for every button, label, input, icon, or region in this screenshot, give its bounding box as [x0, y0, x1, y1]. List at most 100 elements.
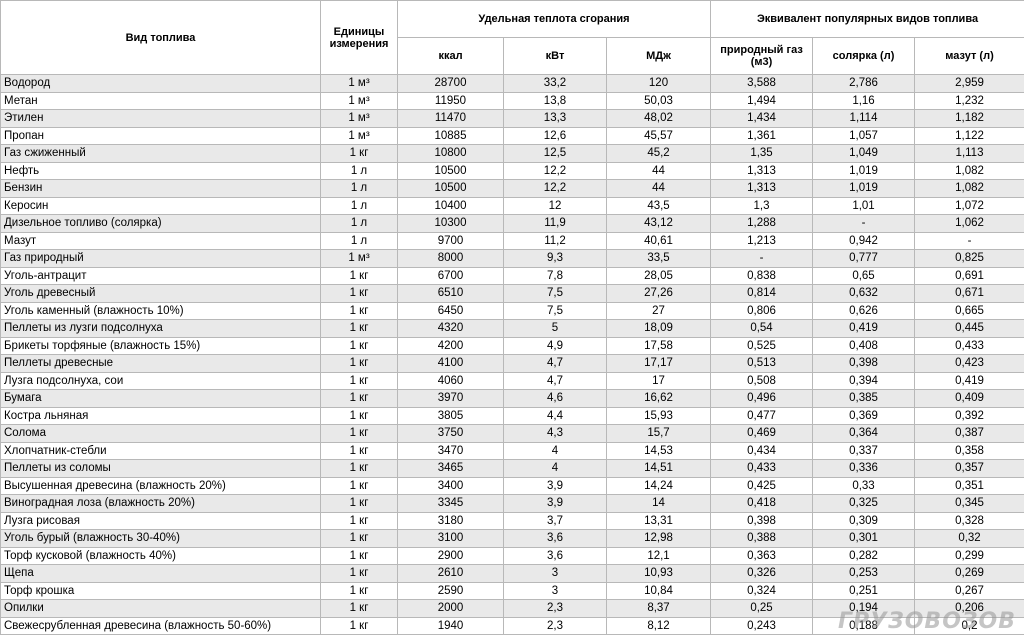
cell: 1 л [320, 161, 398, 180]
cell: 0,25 [710, 599, 814, 618]
cell: Высушенная древесина (влажность 20%) [0, 476, 321, 495]
cell: 4,4 [503, 406, 607, 425]
cell: Бензин [0, 179, 321, 198]
cell: 0,33 [812, 476, 916, 495]
cell: 27 [605, 301, 712, 320]
header-cell: ккал [397, 37, 504, 75]
cell: Торф крошка [0, 581, 321, 600]
table-row: Лузга рисовая 1 кг 3180 3,7 13,31 0,398 0,309 0… [0, 511, 1024, 530]
table-row: Торф крошка 1 кг 2590 3 10,84 0,324 0,251 0,267 [0, 581, 1024, 600]
cell: 12,2 [503, 161, 607, 180]
table-row: Уголь бурый (влажность 30-40%) 1 кг 3100 3,… [0, 529, 1024, 548]
cell: 0,398 [812, 354, 916, 373]
cell: 1 кг [320, 441, 398, 460]
table-row: Уголь древесный 1 кг 6510 7,5 27,26 0,814 0,63… [0, 284, 1024, 303]
cell: 3,7 [503, 511, 607, 530]
cell: - [710, 249, 814, 268]
cell: 0,423 [914, 354, 1024, 373]
cell: 0,253 [812, 564, 916, 583]
table-row: Опилки 1 кг 2000 2,3 8,37 0,25 0,194 0,206 [0, 599, 1024, 618]
cell: Виноградная лоза (влажность 20%) [0, 494, 321, 513]
cell: 1,082 [914, 179, 1024, 198]
cell: 3180 [397, 511, 504, 530]
cell: 0,513 [710, 354, 814, 373]
table-row: Виноградная лоза (влажность 20%) 1 кг 3345… [0, 494, 1024, 513]
header-cell: Удельная теплота сгорания [396, 0, 712, 38]
cell: 8,12 [605, 616, 712, 635]
cell: 0,194 [812, 599, 916, 618]
cell: 1 м³ [320, 109, 398, 128]
cell: Свежесрубленная древесина (влажность 50-… [0, 616, 321, 635]
cell: 0,243 [710, 616, 814, 635]
cell: 1 кг [320, 284, 398, 303]
header-cell: природный газ (м3) [710, 37, 814, 75]
cell: 0,445 [914, 319, 1024, 338]
cell: 14 [605, 494, 712, 513]
cell: 10,84 [605, 581, 712, 600]
cell: 1 кг [320, 459, 398, 478]
cell: 3,9 [503, 494, 607, 513]
cell: 1,313 [710, 179, 814, 198]
cell: Пропан [0, 126, 321, 145]
header-cell: мазут (л) [914, 37, 1024, 75]
cell: 1 кг [320, 354, 398, 373]
cell: 0,433 [710, 459, 814, 478]
cell: 5 [503, 319, 607, 338]
table-row: Пеллеты древесные 1 кг 4100 4,7 17,17 0,513 0,… [0, 354, 1024, 373]
cell: 0,351 [914, 476, 1024, 495]
table-row: Щепа 1 кг 2610 3 10,93 0,326 0,253 0,269 [0, 564, 1024, 583]
cell: Хлопчатник-стебли [0, 441, 321, 460]
cell: 0,301 [812, 529, 916, 548]
cell: 4200 [397, 336, 504, 355]
cell: 2,959 [914, 74, 1024, 93]
table-row: Пеллеты из соломы 1 кг 3465 4 14,51 0,433 0,33… [0, 459, 1024, 478]
cell: 4320 [397, 319, 504, 338]
cell: Пеллеты из соломы [0, 459, 321, 478]
cell: 17,17 [605, 354, 712, 373]
cell: 11,2 [503, 231, 607, 250]
cell: 4 [503, 459, 607, 478]
cell: 1940 [397, 616, 504, 635]
cell: 0,345 [914, 494, 1024, 513]
cell: 0,409 [914, 389, 1024, 408]
cell: Уголь-антрацит [0, 266, 321, 285]
cell: 0,942 [812, 231, 916, 250]
cell: 1 кг [320, 371, 398, 390]
cell: 50,03 [605, 91, 712, 110]
cell: 1 л [320, 196, 398, 215]
cell: 17,58 [605, 336, 712, 355]
cell: 1 кг [320, 389, 398, 408]
cell: 1,35 [710, 144, 814, 163]
cell: 3 [503, 564, 607, 583]
cell: 7,8 [503, 266, 607, 285]
cell: 48,02 [605, 109, 712, 128]
cell: 1 л [320, 231, 398, 250]
cell: 1 м³ [320, 91, 398, 110]
cell: 0,419 [812, 319, 916, 338]
cell: 10500 [397, 179, 504, 198]
cell: 33,5 [605, 249, 712, 268]
cell: Пеллеты из лузги подсолнуха [0, 319, 321, 338]
cell: Брикеты торфяные (влажность 15%) [0, 336, 321, 355]
cell: Торф кусковой (влажность 40%) [0, 546, 321, 565]
table-row: Этилен 1 м³ 11470 13,3 48,02 1,434 1,114 1,182 [0, 109, 1024, 128]
cell: 0,508 [710, 371, 814, 390]
cell: 0,32 [914, 529, 1024, 548]
cell: 1,288 [710, 214, 814, 233]
cell: 4 [503, 441, 607, 460]
cell: 3750 [397, 424, 504, 443]
cell: 3,9 [503, 476, 607, 495]
cell: 1,062 [914, 214, 1024, 233]
cell: 12,5 [503, 144, 607, 163]
cell: 28,05 [605, 266, 712, 285]
cell: 14,53 [605, 441, 712, 460]
cell: 0,496 [710, 389, 814, 408]
cell: 3345 [397, 494, 504, 513]
cell: 0,392 [914, 406, 1024, 425]
cell: 0,838 [710, 266, 814, 285]
cell: 0,388 [710, 529, 814, 548]
cell: 12,1 [605, 546, 712, 565]
table-body: Водород 1 м³ 28700 33,2 120 3,588 2,786 2,959 Ме… [0, 74, 1024, 635]
cell: 1,122 [914, 126, 1024, 145]
cell: 0,358 [914, 441, 1024, 460]
